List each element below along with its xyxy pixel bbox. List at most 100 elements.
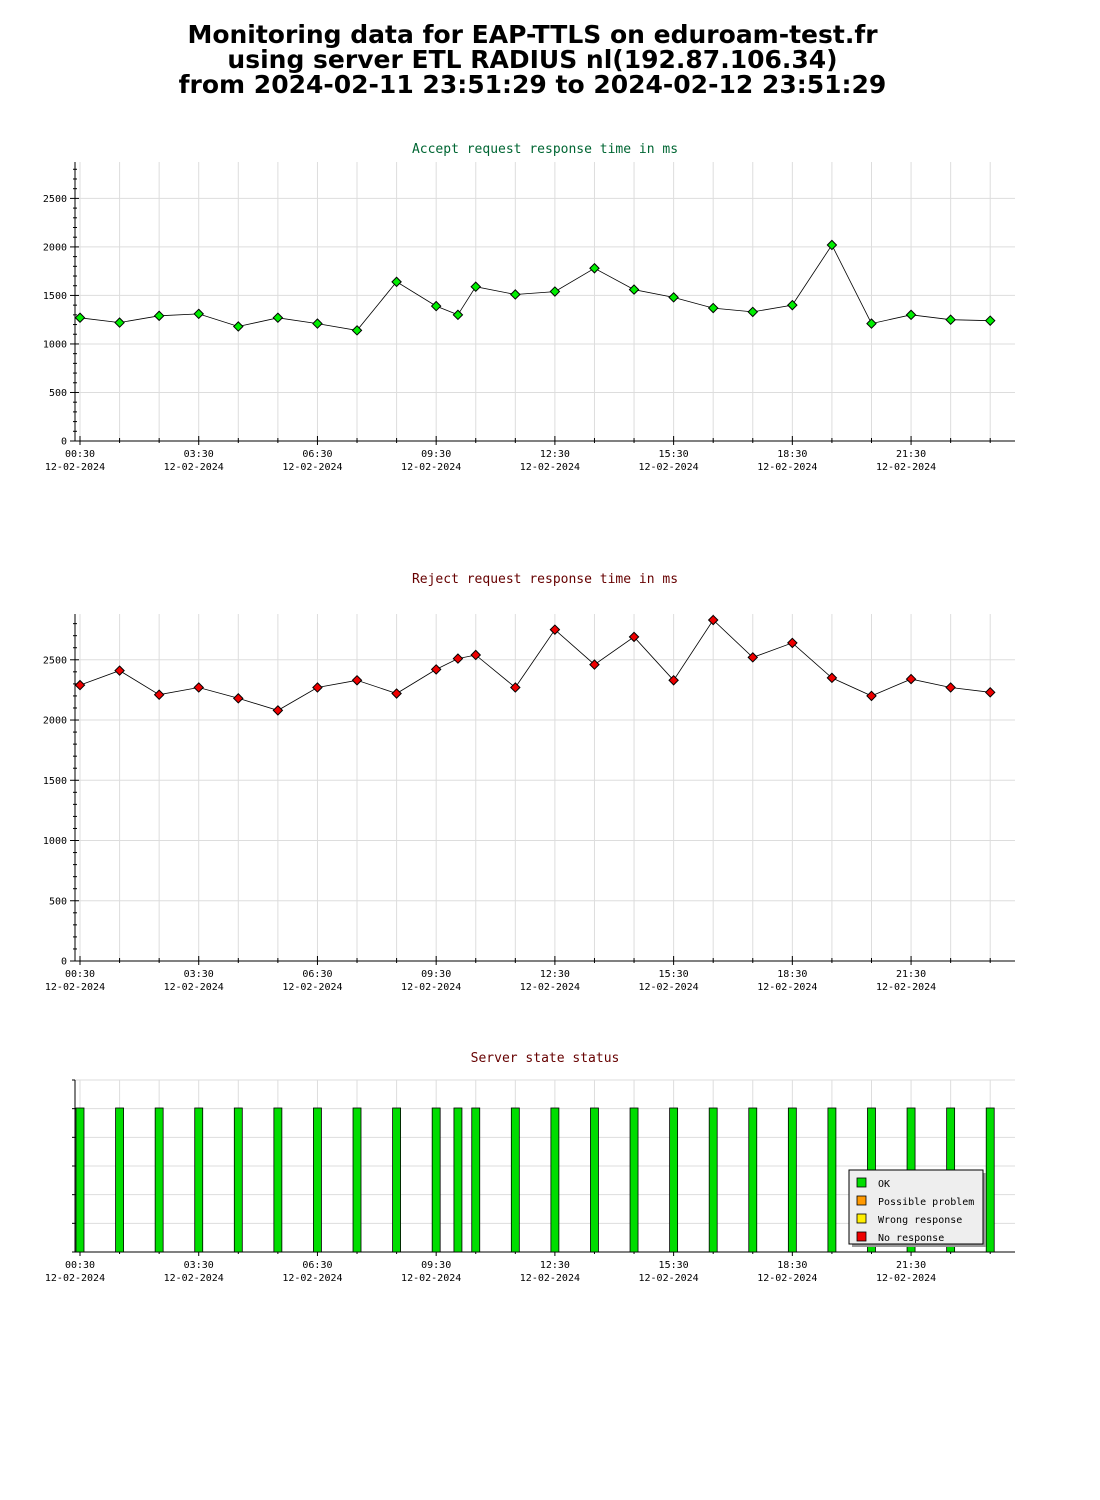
data-point (232, 321, 244, 332)
x-tick-date: 12-02-2024 (757, 462, 817, 473)
status-bar (273, 1107, 283, 1253)
data-point (628, 631, 640, 643)
y-tick-label: 1000 (43, 339, 67, 350)
data-point (74, 312, 86, 324)
x-tick-date: 12-02-2024 (282, 1273, 342, 1284)
x-tick-date: 12-02-2024 (757, 1273, 817, 1284)
status-bar (352, 1107, 362, 1253)
status-bar (115, 1107, 124, 1253)
data-point (114, 665, 125, 676)
data-point (74, 679, 86, 691)
status-bar (75, 1107, 85, 1253)
y-tick-label: 2500 (43, 194, 67, 205)
x-tick-label: 03:30 (184, 1260, 214, 1271)
legend-swatch (856, 1231, 867, 1242)
status-bar (827, 1107, 837, 1253)
y-tick-label: 500 (49, 388, 67, 399)
status-bar (392, 1107, 401, 1253)
y-tick-label: 0 (61, 957, 67, 968)
data-point (945, 314, 956, 326)
data-point (510, 289, 521, 300)
data-point (668, 674, 679, 686)
legend-swatch (856, 1195, 867, 1206)
data-point (193, 682, 205, 693)
data-point (452, 309, 464, 321)
status-bar (431, 1107, 441, 1253)
accept-chart: Accept request response time in ms 00:30 1… (43, 142, 1015, 473)
x-tick-label: 21:30 (896, 1260, 926, 1271)
data-point (312, 318, 323, 329)
data-point (747, 306, 759, 318)
series-line (79, 244, 991, 331)
x-tick-date: 12-02-2024 (164, 982, 224, 993)
data-point (351, 674, 363, 686)
x-tick-label: 00:30 (65, 449, 95, 460)
legend-entry: OK (878, 1179, 890, 1190)
y-tick-label: 2500 (43, 655, 67, 666)
x-tick-label: 12:30 (540, 1260, 570, 1271)
data-point (984, 315, 996, 326)
data-point (153, 689, 165, 701)
data-point (668, 292, 679, 303)
data-point (351, 325, 363, 336)
x-tick-date: 12-02-2024 (520, 462, 580, 473)
data-point (470, 649, 482, 661)
x-tick-label: 21:30 (896, 969, 926, 980)
x-tick-date: 12-02-2024 (164, 462, 224, 473)
page-title: Monitoring data for EAP-TTLS on eduroam-… (0, 22, 1065, 97)
x-tick-date: 12-02-2024 (401, 462, 461, 473)
x-tick-label: 06:30 (302, 449, 332, 460)
x-tick-date: 12-02-2024 (401, 982, 461, 993)
status-chart: Server state status 00:30 12-02-2024 03:30 1… (45, 1051, 1015, 1284)
status-bar (748, 1107, 758, 1253)
data-point (984, 687, 996, 698)
y-tick-label: 2000 (43, 242, 67, 253)
data-point (114, 317, 125, 328)
x-tick-label: 12:30 (540, 969, 570, 980)
status-bar (194, 1107, 204, 1253)
data-point (787, 637, 798, 649)
legend-entry: Possible problem (878, 1197, 974, 1208)
data-point (312, 682, 323, 693)
status-bar (510, 1107, 520, 1253)
data-point (945, 682, 956, 693)
chart-title: Accept request response time in ms (412, 142, 678, 157)
title-line-2: using server ETL RADIUS nl(192.87.106.34… (227, 45, 838, 74)
data-point (787, 299, 798, 311)
x-tick-date: 12-02-2024 (876, 462, 936, 473)
data-point (452, 653, 464, 664)
data-point (549, 286, 561, 297)
status-bar (708, 1107, 718, 1253)
chart-title: Server state status (471, 1051, 620, 1066)
x-tick-label: 09:30 (421, 1260, 451, 1271)
data-point (707, 302, 719, 314)
x-tick-date: 12-02-2024 (401, 1273, 461, 1284)
data-point (866, 318, 877, 329)
status-bar (453, 1107, 463, 1253)
x-tick-label: 09:30 (421, 969, 451, 980)
status-bar (629, 1107, 639, 1253)
legend (848, 1169, 984, 1245)
x-tick-label: 18:30 (777, 969, 807, 980)
legend-entry: No response (878, 1233, 944, 1244)
x-tick-date: 12-02-2024 (876, 982, 936, 993)
status-bar (313, 1107, 322, 1253)
legend-swatch (856, 1177, 867, 1188)
x-tick-label: 03:30 (184, 449, 214, 460)
title-line-3: from 2024-02-11 23:51:29 to 2024-02-12 2… (178, 70, 887, 99)
x-tick-label: 00:30 (65, 969, 95, 980)
legend-swatch (856, 1213, 867, 1224)
x-tick-label: 09:30 (421, 449, 451, 460)
data-point (510, 682, 521, 693)
x-tick-label: 18:30 (777, 1260, 807, 1271)
data-point (430, 300, 442, 312)
status-bar (669, 1107, 679, 1253)
x-tick-label: 06:30 (302, 969, 332, 980)
data-point (589, 262, 600, 274)
x-tick-date: 12-02-2024 (876, 1273, 936, 1284)
x-tick-date: 12-02-2024 (282, 462, 342, 473)
x-tick-date: 12-02-2024 (520, 1273, 580, 1284)
data-point (193, 308, 205, 320)
y-tick-label: 500 (49, 896, 67, 907)
